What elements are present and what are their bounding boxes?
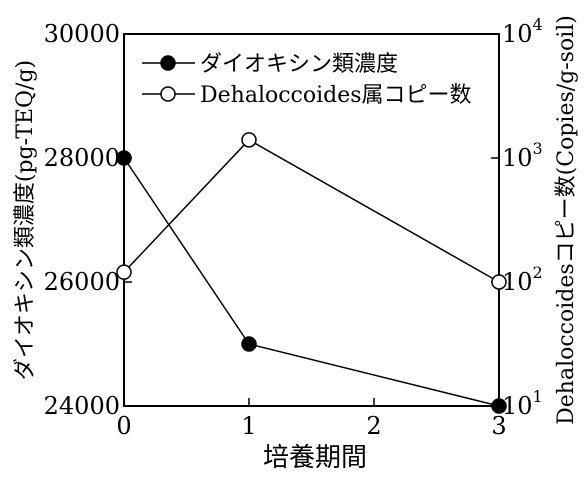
legend-label-dioxin: ダイオキシン類濃度 — [200, 52, 398, 77]
right-axis-title: Dehaloccoidesコピー数(Copies/g-soil) — [554, 15, 579, 425]
legend: ダイオキシン類濃度 Dehaloccoides属コピー数 — [142, 52, 472, 108]
x-tick-label: 1 — [241, 412, 256, 440]
series-line-dioxin — [123, 157, 500, 407]
data-point-dioxin — [241, 336, 257, 352]
axis-ticks: 24000 26000 28000 30000 101 102 103 104 0 1 2 3 — [44, 15, 543, 440]
right-tick-label: 101 — [502, 387, 543, 420]
left-tick-label: 30000 — [44, 20, 120, 48]
plot-frame — [123, 33, 500, 407]
data-point-dioxin — [491, 398, 507, 414]
series-layer — [116, 132, 507, 414]
left-tick-label: 24000 — [44, 392, 120, 420]
data-point-dioxin — [116, 150, 132, 166]
legend-marker-dioxin — [160, 55, 176, 71]
data-point-dehaloccoides — [241, 132, 257, 148]
data-point-dehaloccoides — [491, 274, 507, 290]
right-tick-label: 104 — [502, 15, 543, 48]
left-axis-title: ダイオキシン類濃度(pg-TEQ/g) — [13, 60, 38, 380]
x-tick-label: 0 — [116, 412, 131, 440]
left-tick-label: 28000 — [44, 144, 120, 172]
data-point-dehaloccoides — [116, 264, 132, 280]
x-tick-label: 2 — [366, 412, 381, 440]
right-tick-label: 103 — [502, 139, 543, 172]
series-line-dehaloccoides — [123, 138, 500, 283]
x-axis-title: 培養期間 — [263, 443, 367, 473]
legend-label-dehaloccoides: Dehaloccoides属コピー数 — [200, 83, 472, 108]
right-tick-label: 102 — [502, 263, 543, 296]
left-tick-label: 26000 — [44, 268, 120, 296]
legend-marker-dehaloccoides — [160, 86, 176, 102]
x-tick-label: 3 — [491, 412, 506, 440]
